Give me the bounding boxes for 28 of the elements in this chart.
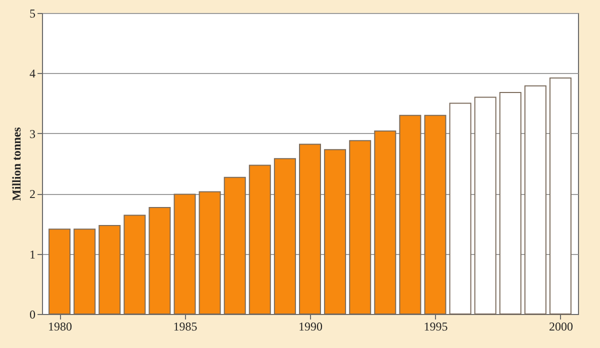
y-tick-label: 3 [30,126,36,141]
bar [174,194,196,314]
y-tick-label: 0 [30,308,36,322]
y-tick-label: 5 [30,6,36,20]
bar [424,114,446,314]
bar [324,149,346,314]
bar [374,130,396,314]
x-tick-label: 1995 [424,320,448,334]
x-tick-label: 1980 [48,320,72,334]
bar [98,225,121,314]
x-tick-label: 2000 [548,320,573,334]
y-tick-label: 1 [30,247,36,262]
x-tick-label: 1990 [298,320,322,334]
x-tick-label: 1985 [173,320,198,334]
y-tick-label: 2 [30,187,36,202]
bar [74,228,96,314]
y-tick-label: 4 [30,66,36,81]
bar [248,164,271,314]
bar [274,158,296,314]
bar [148,206,171,314]
bar [299,144,321,314]
bar [124,214,146,314]
bar [349,140,372,314]
y-axis-title: Million tonnes [10,126,24,201]
bar [224,176,246,314]
bar [198,191,221,314]
bar [48,228,71,314]
bar [399,114,422,314]
